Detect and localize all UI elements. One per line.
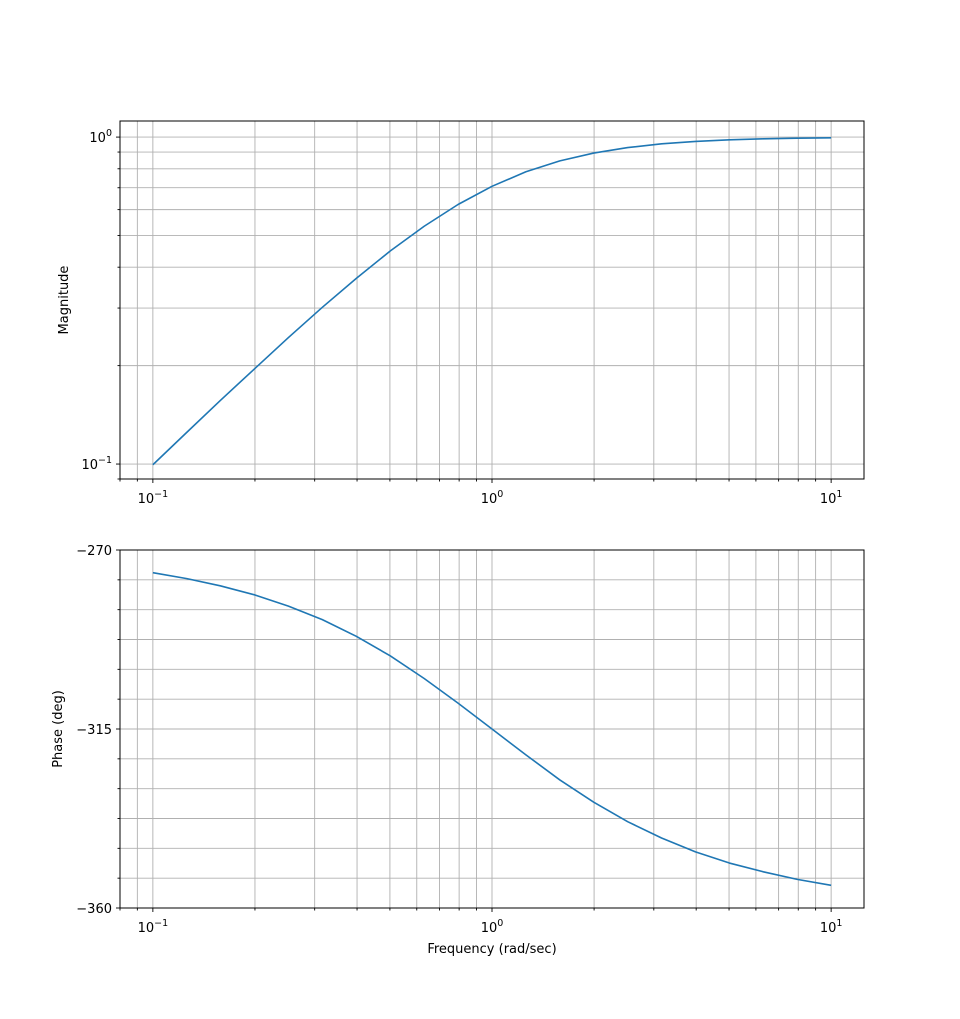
y-tick-label: −315 bbox=[76, 723, 112, 738]
x-tick-label: 100 bbox=[481, 918, 504, 936]
x-tick-label: 10−1 bbox=[138, 489, 169, 507]
y-axis-label: Phase (deg) bbox=[51, 690, 66, 768]
x-tick-label: 101 bbox=[820, 489, 843, 507]
series-line bbox=[152, 137, 832, 466]
x-tick-label: 10−1 bbox=[138, 918, 169, 936]
x-axis-label: Frequency (rad/sec) bbox=[427, 942, 556, 957]
axes-frame bbox=[119, 120, 865, 480]
y-tick-label: −270 bbox=[76, 544, 112, 559]
series-line bbox=[152, 571, 832, 887]
x-tick-label: 100 bbox=[481, 489, 504, 507]
magnitude-plot: 10−1 100 101 10−1 100 Magnitude bbox=[57, 120, 865, 507]
y-tick-label: 10−1 bbox=[81, 455, 112, 473]
y-axis-label: Magnitude bbox=[57, 266, 72, 335]
y-tick-label: 100 bbox=[89, 128, 112, 146]
y-tick-label: −360 bbox=[76, 902, 112, 917]
x-tick-label: 101 bbox=[820, 918, 843, 936]
axes-frame bbox=[119, 549, 865, 909]
x-gridlines bbox=[119, 121, 832, 483]
phase-plot: 10−1 100 101 −270 −315 −360 Phase (deg) Frequen… bbox=[51, 544, 865, 957]
